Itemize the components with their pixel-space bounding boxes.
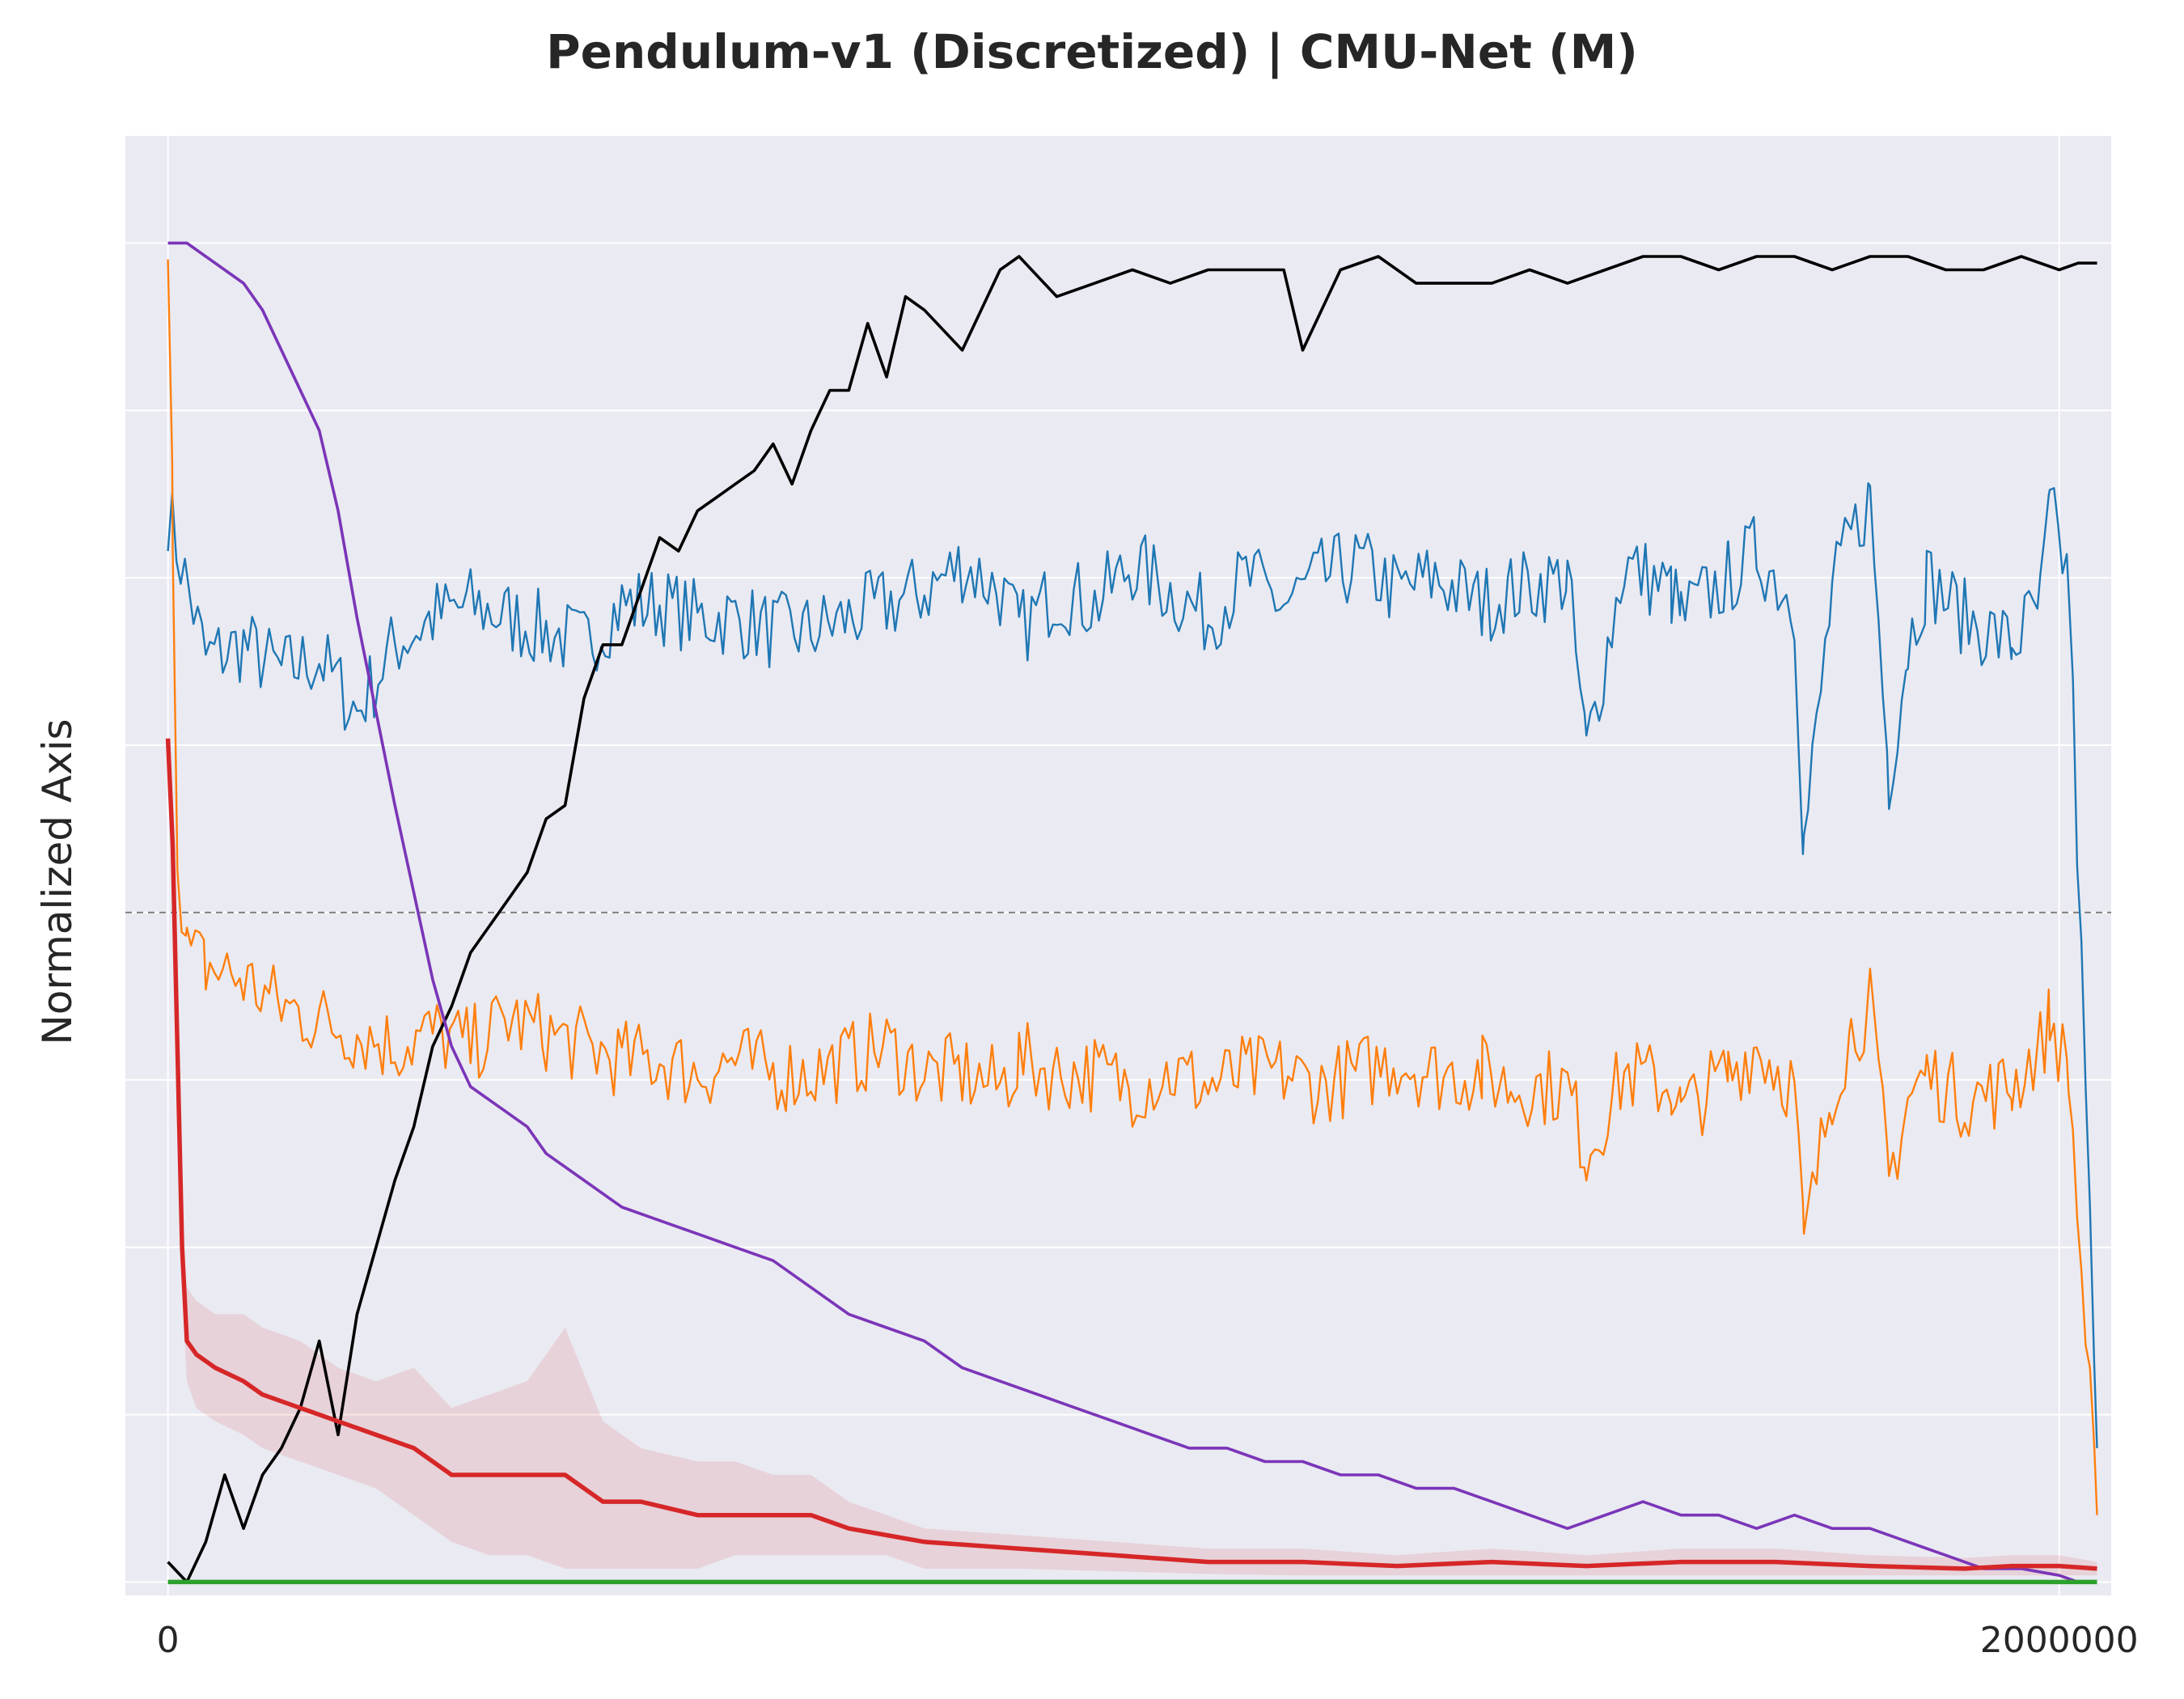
x-tick-label: 0 <box>157 1620 180 1661</box>
series-line-2 <box>167 255 2097 1584</box>
plot-area <box>125 136 2111 1595</box>
chart-title: Pendulum-v1 (Discretized) | CMU-Net (M) <box>546 24 1638 79</box>
series-line-1 <box>167 259 2098 1515</box>
y-axis-label: Normalized Axis <box>34 718 81 1044</box>
x-tick-label: 2000000 <box>1980 1620 2139 1661</box>
series-line-3 <box>167 241 2079 1584</box>
grid-lines <box>125 136 2111 1595</box>
series-line-4 <box>165 738 2097 1571</box>
x-tick-labels: 0 2000000 <box>157 1620 2139 1661</box>
series-lines <box>165 241 2098 1585</box>
series-line-0 <box>167 482 2098 1448</box>
